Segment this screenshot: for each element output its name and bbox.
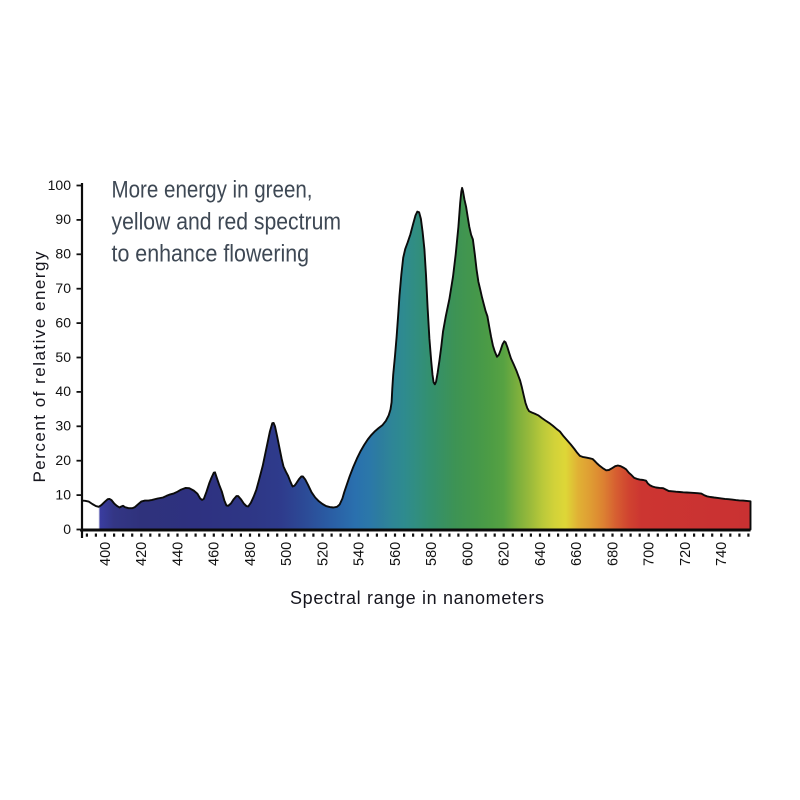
- svg-text:to enhance flowering: to enhance flowering: [112, 241, 310, 268]
- svg-text:90: 90: [55, 211, 71, 227]
- svg-text:500: 500: [279, 542, 295, 566]
- svg-text:20: 20: [55, 452, 71, 468]
- svg-text:440: 440: [170, 542, 186, 566]
- svg-text:420: 420: [134, 542, 150, 566]
- svg-text:580: 580: [424, 542, 440, 566]
- svg-text:80: 80: [55, 246, 71, 262]
- svg-text:620: 620: [497, 542, 513, 566]
- svg-text:30: 30: [55, 418, 71, 434]
- svg-text:More energy in green,: More energy in green,: [112, 177, 313, 204]
- svg-text:50: 50: [55, 349, 71, 365]
- svg-text:680: 680: [605, 542, 621, 566]
- svg-text:740: 740: [714, 542, 730, 566]
- svg-text:Percent of relative energy: Percent of relative energy: [30, 251, 49, 483]
- svg-text:60: 60: [55, 314, 71, 330]
- svg-text:600: 600: [460, 542, 476, 566]
- svg-text:10: 10: [55, 486, 71, 502]
- svg-text:560: 560: [388, 542, 404, 566]
- svg-text:460: 460: [207, 542, 223, 566]
- svg-text:540: 540: [352, 542, 368, 566]
- svg-text:70: 70: [55, 280, 71, 296]
- svg-text:40: 40: [55, 383, 71, 399]
- svg-text:100: 100: [48, 177, 72, 193]
- svg-text:Spectral range in nanometers: Spectral range in nanometers: [290, 588, 544, 608]
- svg-text:660: 660: [569, 542, 585, 566]
- svg-text:640: 640: [533, 542, 549, 566]
- svg-text:400: 400: [98, 542, 114, 566]
- svg-text:700: 700: [642, 542, 658, 566]
- svg-text:520: 520: [315, 542, 331, 566]
- svg-text:yellow and red spectrum: yellow and red spectrum: [112, 209, 342, 236]
- svg-text:480: 480: [243, 542, 259, 566]
- svg-text:720: 720: [678, 542, 694, 566]
- svg-text:0: 0: [63, 521, 71, 537]
